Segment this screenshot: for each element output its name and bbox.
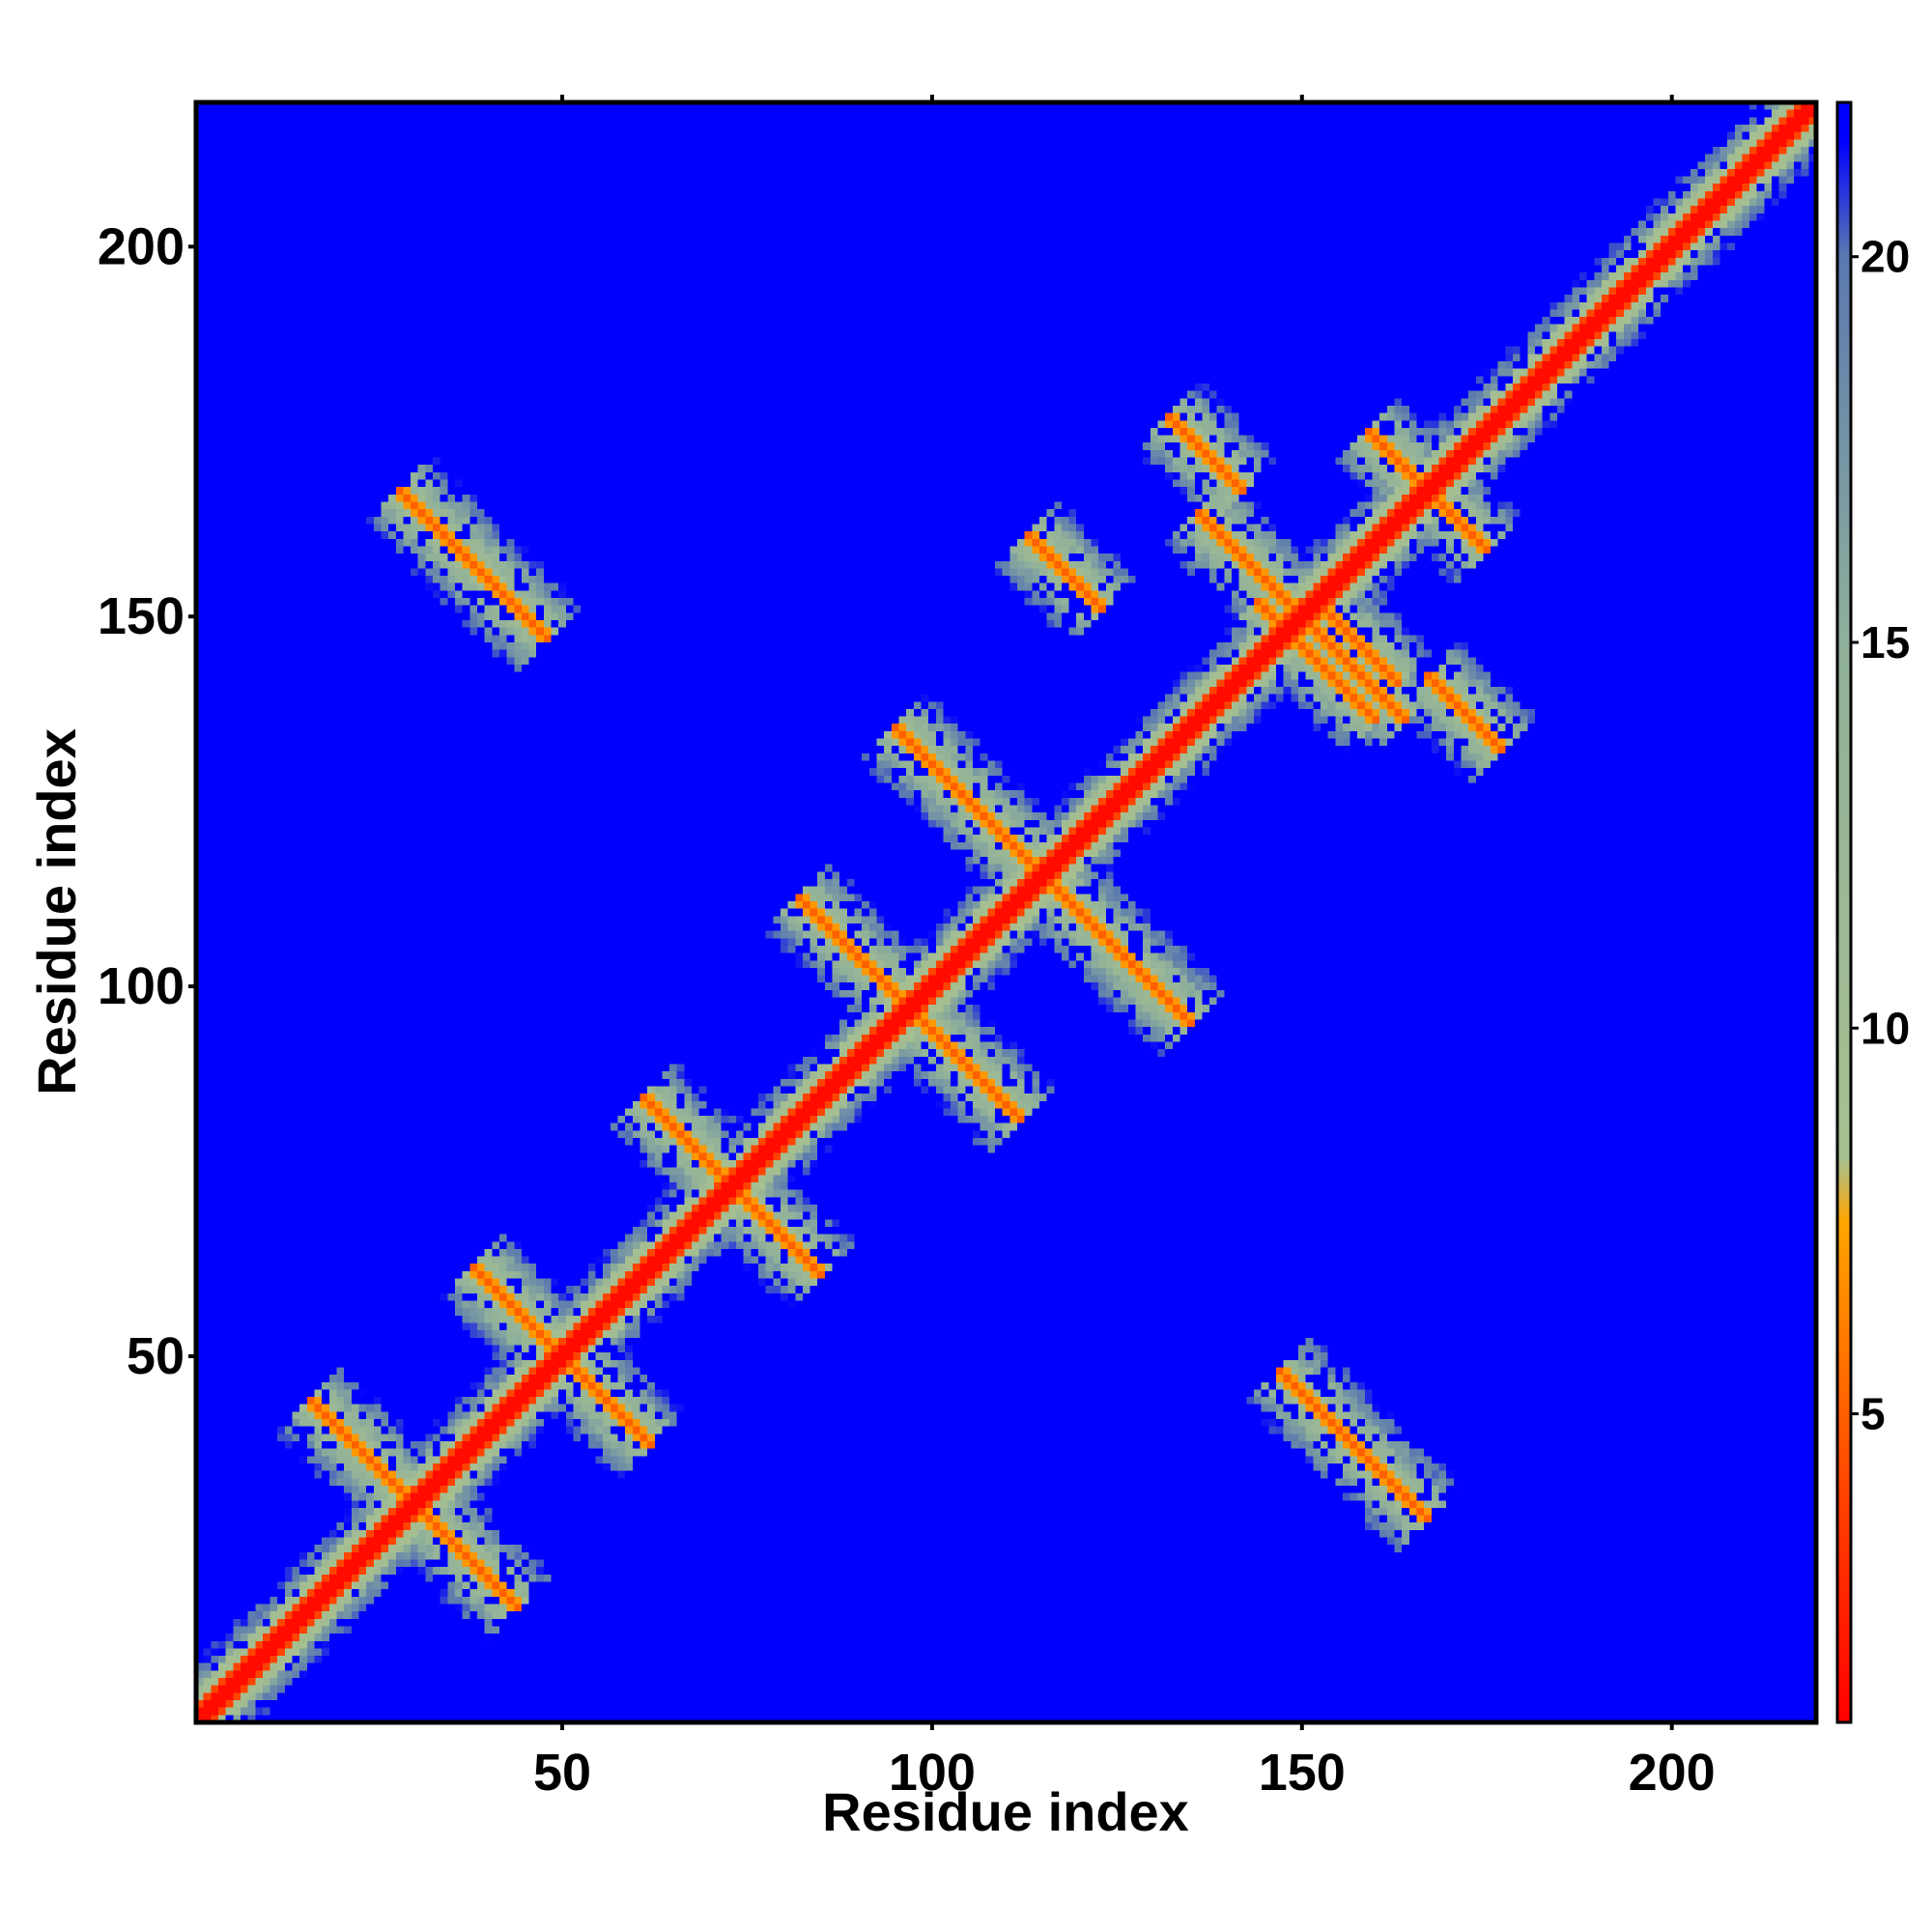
heatmap-cells: [196, 102, 1816, 1722]
colorbar-tick-label: 10: [1861, 1003, 1910, 1053]
y-tick-label: 50: [127, 1327, 185, 1385]
heatmap-image: [196, 102, 1816, 1722]
x-axis-title: Residue index: [822, 1781, 1189, 1842]
y-tick-label: 150: [98, 587, 185, 645]
colorbar-bar: [1835, 100, 1853, 1724]
colorbar-tick-label: 5: [1861, 1389, 1886, 1439]
colorbar-tick-label: 20: [1861, 232, 1910, 282]
y-axis-title: Residue index: [26, 728, 87, 1095]
x-tick-label: 100: [889, 1744, 976, 1802]
x-tick-label: 50: [533, 1744, 591, 1802]
x-tick-label: 150: [1259, 1744, 1346, 1802]
x-axis-ticks: 50 100 150 200: [533, 95, 1716, 1802]
y-tick-label: 100: [98, 957, 185, 1015]
plot-frame: [193, 99, 1819, 1725]
colorbar: 5 10 15 20: [1835, 100, 1910, 1724]
y-tick-label: 200: [98, 217, 185, 275]
colorbar-tick-label: 15: [1861, 617, 1910, 668]
x-tick-label: 200: [1629, 1744, 1716, 1802]
y-axis-ticks: 50 100 150 200: [98, 217, 196, 1385]
